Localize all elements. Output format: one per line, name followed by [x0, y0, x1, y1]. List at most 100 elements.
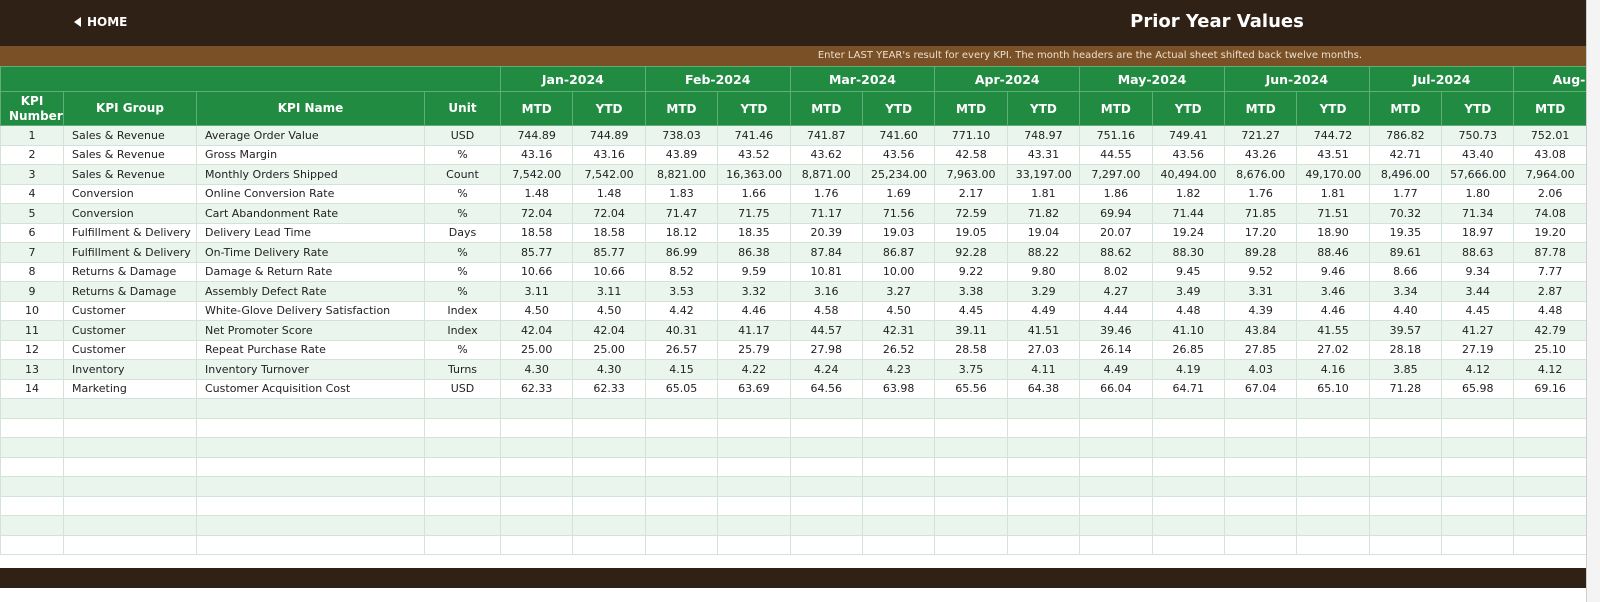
cell-blank [717, 417, 791, 438]
value-cell: 1.76 [1223, 183, 1298, 204]
value-cell: 19.24 [1151, 222, 1225, 243]
cell-blank [1151, 398, 1225, 419]
cell-blank [1006, 476, 1081, 497]
cell: Customer [63, 339, 197, 360]
grid: Jan-2024 Feb-2024 Mar-2024 Apr-2024 May-2024… [0, 66, 1586, 556]
value-cell: 20.39 [789, 222, 863, 243]
cell: 4 [0, 183, 64, 204]
cell-blank [1151, 515, 1225, 536]
cell-blank [0, 398, 64, 419]
value-cell: 85.77 [572, 242, 646, 263]
value-cell: 42.04 [572, 320, 646, 341]
value-cell: 43.26 [1223, 144, 1298, 165]
value-cell: 25.00 [499, 339, 574, 360]
home-label[interactable]: HOME [87, 15, 128, 29]
value-cell: 27.98 [789, 339, 863, 360]
cell-blank [861, 398, 936, 419]
cell-blank [196, 417, 425, 438]
cell-blank [1006, 417, 1081, 438]
month-header: Aug-2024 [1513, 66, 1586, 92]
value-cell: 4.12 [1441, 359, 1515, 380]
cell-blank [1296, 437, 1370, 458]
value-cell: 8,496.00 [1368, 164, 1443, 185]
value-cell: 4.45 [934, 300, 1008, 321]
cell: % [424, 144, 501, 165]
cell-blank [1441, 495, 1515, 516]
cell-blank [1513, 515, 1586, 536]
cell: Returns & Damage [63, 261, 197, 282]
cell-blank [717, 515, 791, 536]
value-cell: 39.46 [1079, 320, 1153, 341]
cell-blank [644, 437, 719, 458]
value-cell: 71.85 [1223, 203, 1298, 224]
cell-blank [1368, 456, 1443, 477]
value-cell: 786.82 [1368, 125, 1443, 146]
value-cell: 4.50 [861, 300, 936, 321]
value-cell: 71.34 [1441, 203, 1515, 224]
cell: 6 [0, 222, 64, 243]
value-cell: 69.16 [1513, 378, 1586, 399]
cell: % [424, 339, 501, 360]
value-cell: 1.86 [1079, 183, 1153, 204]
cell-blank [1079, 456, 1153, 477]
cell-blank [424, 398, 501, 419]
cell-blank [0, 515, 64, 536]
cell-blank [196, 437, 425, 458]
value-cell: 40,494.00 [1151, 164, 1225, 185]
cell: Sales & Revenue [63, 164, 197, 185]
value-cell: 42.58 [934, 144, 1008, 165]
value-cell: 9.34 [1441, 261, 1515, 282]
value-cell: 10.66 [499, 261, 574, 282]
cell-blank [1006, 515, 1081, 536]
cell: % [424, 183, 501, 204]
value-cell: 1.48 [572, 183, 646, 204]
cell-blank [717, 456, 791, 477]
cell: Customer [63, 320, 197, 341]
cell-blank [1006, 437, 1081, 458]
value-cell: 752.01 [1513, 125, 1586, 146]
value-cell: 9.52 [1223, 261, 1298, 282]
cell-blank [644, 417, 719, 438]
cell: Net Promoter Score [196, 320, 425, 341]
cell-blank [789, 534, 863, 555]
value-cell: 4.16 [1296, 359, 1370, 380]
cell: Fulfillment & Delivery [63, 222, 197, 243]
data-row: 1 Sales & Revenue Average Order Value USD 74… [0, 125, 1586, 146]
column-header: KPI Name [196, 91, 425, 126]
cell-blank [1296, 456, 1370, 477]
value-cell: 43.08 [1513, 144, 1586, 165]
cell-blank [196, 456, 425, 477]
cell-blank [0, 476, 64, 497]
value-cell: 43.84 [1223, 320, 1298, 341]
value-cell: 71.51 [1296, 203, 1370, 224]
value-cell: 2.17 [934, 183, 1008, 204]
cell-blank [63, 456, 197, 477]
data-row: 11 Customer Net Promoter Score Index 42.04 42… [0, 320, 1586, 341]
header-row: KPI Number KPI Group KPI Name Unit MTD YTD MTD… [0, 91, 1586, 126]
value-cell: 4.24 [789, 359, 863, 380]
value-cell: 1.81 [1006, 183, 1081, 204]
home-button[interactable]: HOME [74, 15, 127, 29]
value-cell: 8,821.00 [644, 164, 719, 185]
sub-header: YTD [1006, 91, 1081, 126]
cell: Average Order Value [196, 125, 425, 146]
value-cell: 92.28 [934, 242, 1008, 263]
sub-header: MTD [1223, 91, 1298, 126]
sub-header: YTD [572, 91, 646, 126]
cell: 12 [0, 339, 64, 360]
value-cell: 72.04 [572, 203, 646, 224]
month-header: Jan-2024 [500, 66, 646, 92]
cell-blank [499, 456, 574, 477]
value-cell: 3.49 [1151, 281, 1225, 302]
value-cell: 8.66 [1368, 261, 1443, 282]
cell-blank [499, 515, 574, 536]
cell-blank [572, 534, 646, 555]
cell: % [424, 281, 501, 302]
cell: Gross Margin [196, 144, 425, 165]
value-cell: 62.33 [572, 378, 646, 399]
cell-blank [644, 495, 719, 516]
value-cell: 44.55 [1079, 144, 1153, 165]
cell-blank [934, 495, 1008, 516]
cell-blank [789, 515, 863, 536]
cell: Days [424, 222, 501, 243]
